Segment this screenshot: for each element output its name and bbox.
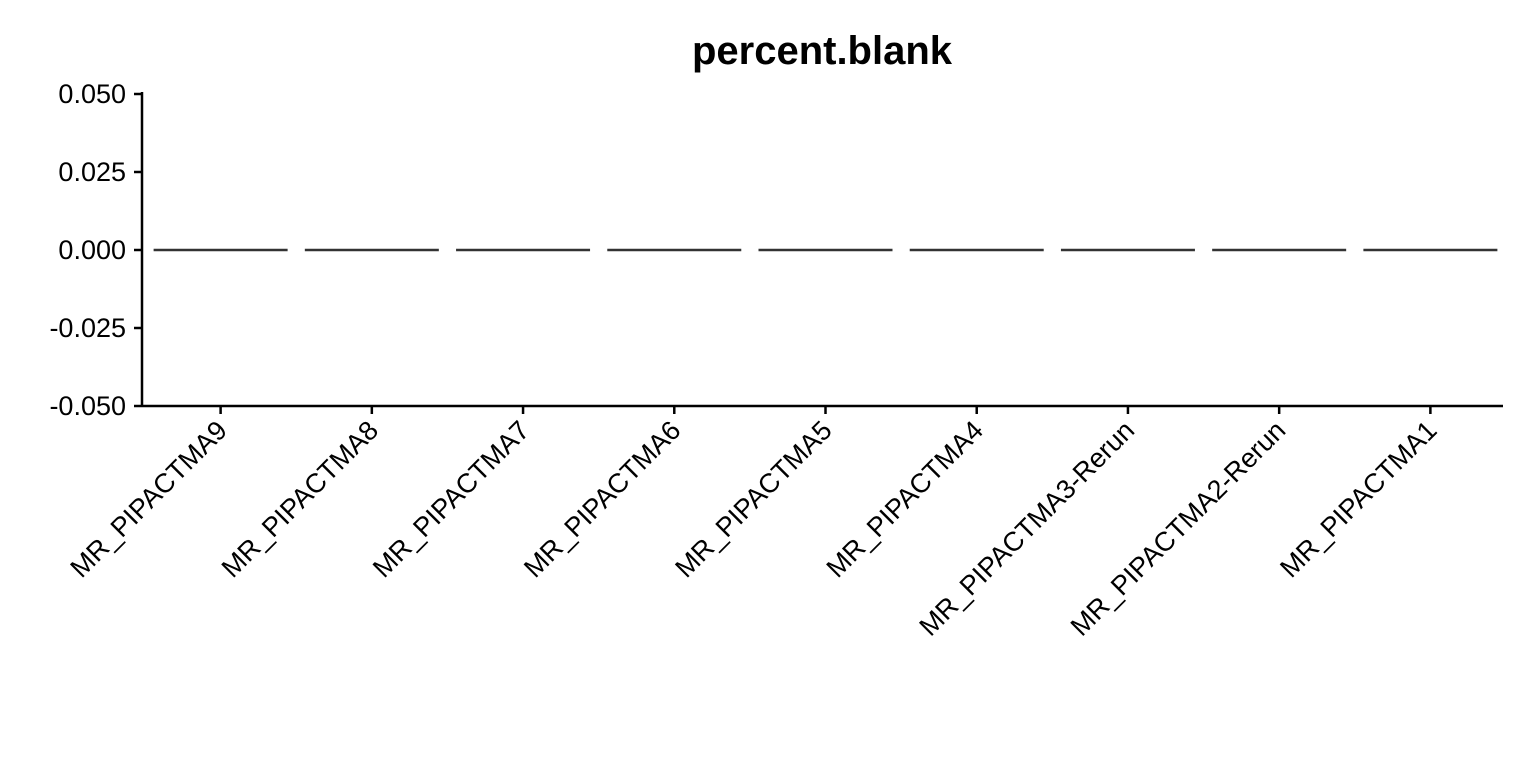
x-tick-label: MR_PIPACTMA9	[65, 415, 233, 583]
x-tick-label: MR_PIPACTMA5	[669, 415, 837, 583]
x-axis-ticks: MR_PIPACTMA9MR_PIPACTMA8MR_PIPACTMA7MR_P…	[65, 406, 1443, 642]
chart-title: percent.blank	[692, 29, 953, 73]
x-tick-label: MR_PIPACTMA8	[216, 415, 384, 583]
y-axis-ticks: -0.050 -0.025 0.000 0.025 0.050	[49, 79, 142, 421]
y-tick-label: 0.025	[58, 157, 126, 187]
x-tick-label: MR_PIPACTMA4	[821, 415, 989, 583]
x-tick-label: MR_PIPACTMA7	[367, 415, 535, 583]
y-tick-label: 0.050	[58, 79, 126, 109]
y-tick-label: -0.050	[49, 391, 126, 421]
y-tick-label: -0.025	[49, 313, 126, 343]
y-tick-label: 0.000	[58, 235, 126, 265]
x-tick-label: MR_PIPACTMA6	[518, 415, 686, 583]
x-tick-label: MR_PIPACTMA1	[1274, 415, 1442, 583]
